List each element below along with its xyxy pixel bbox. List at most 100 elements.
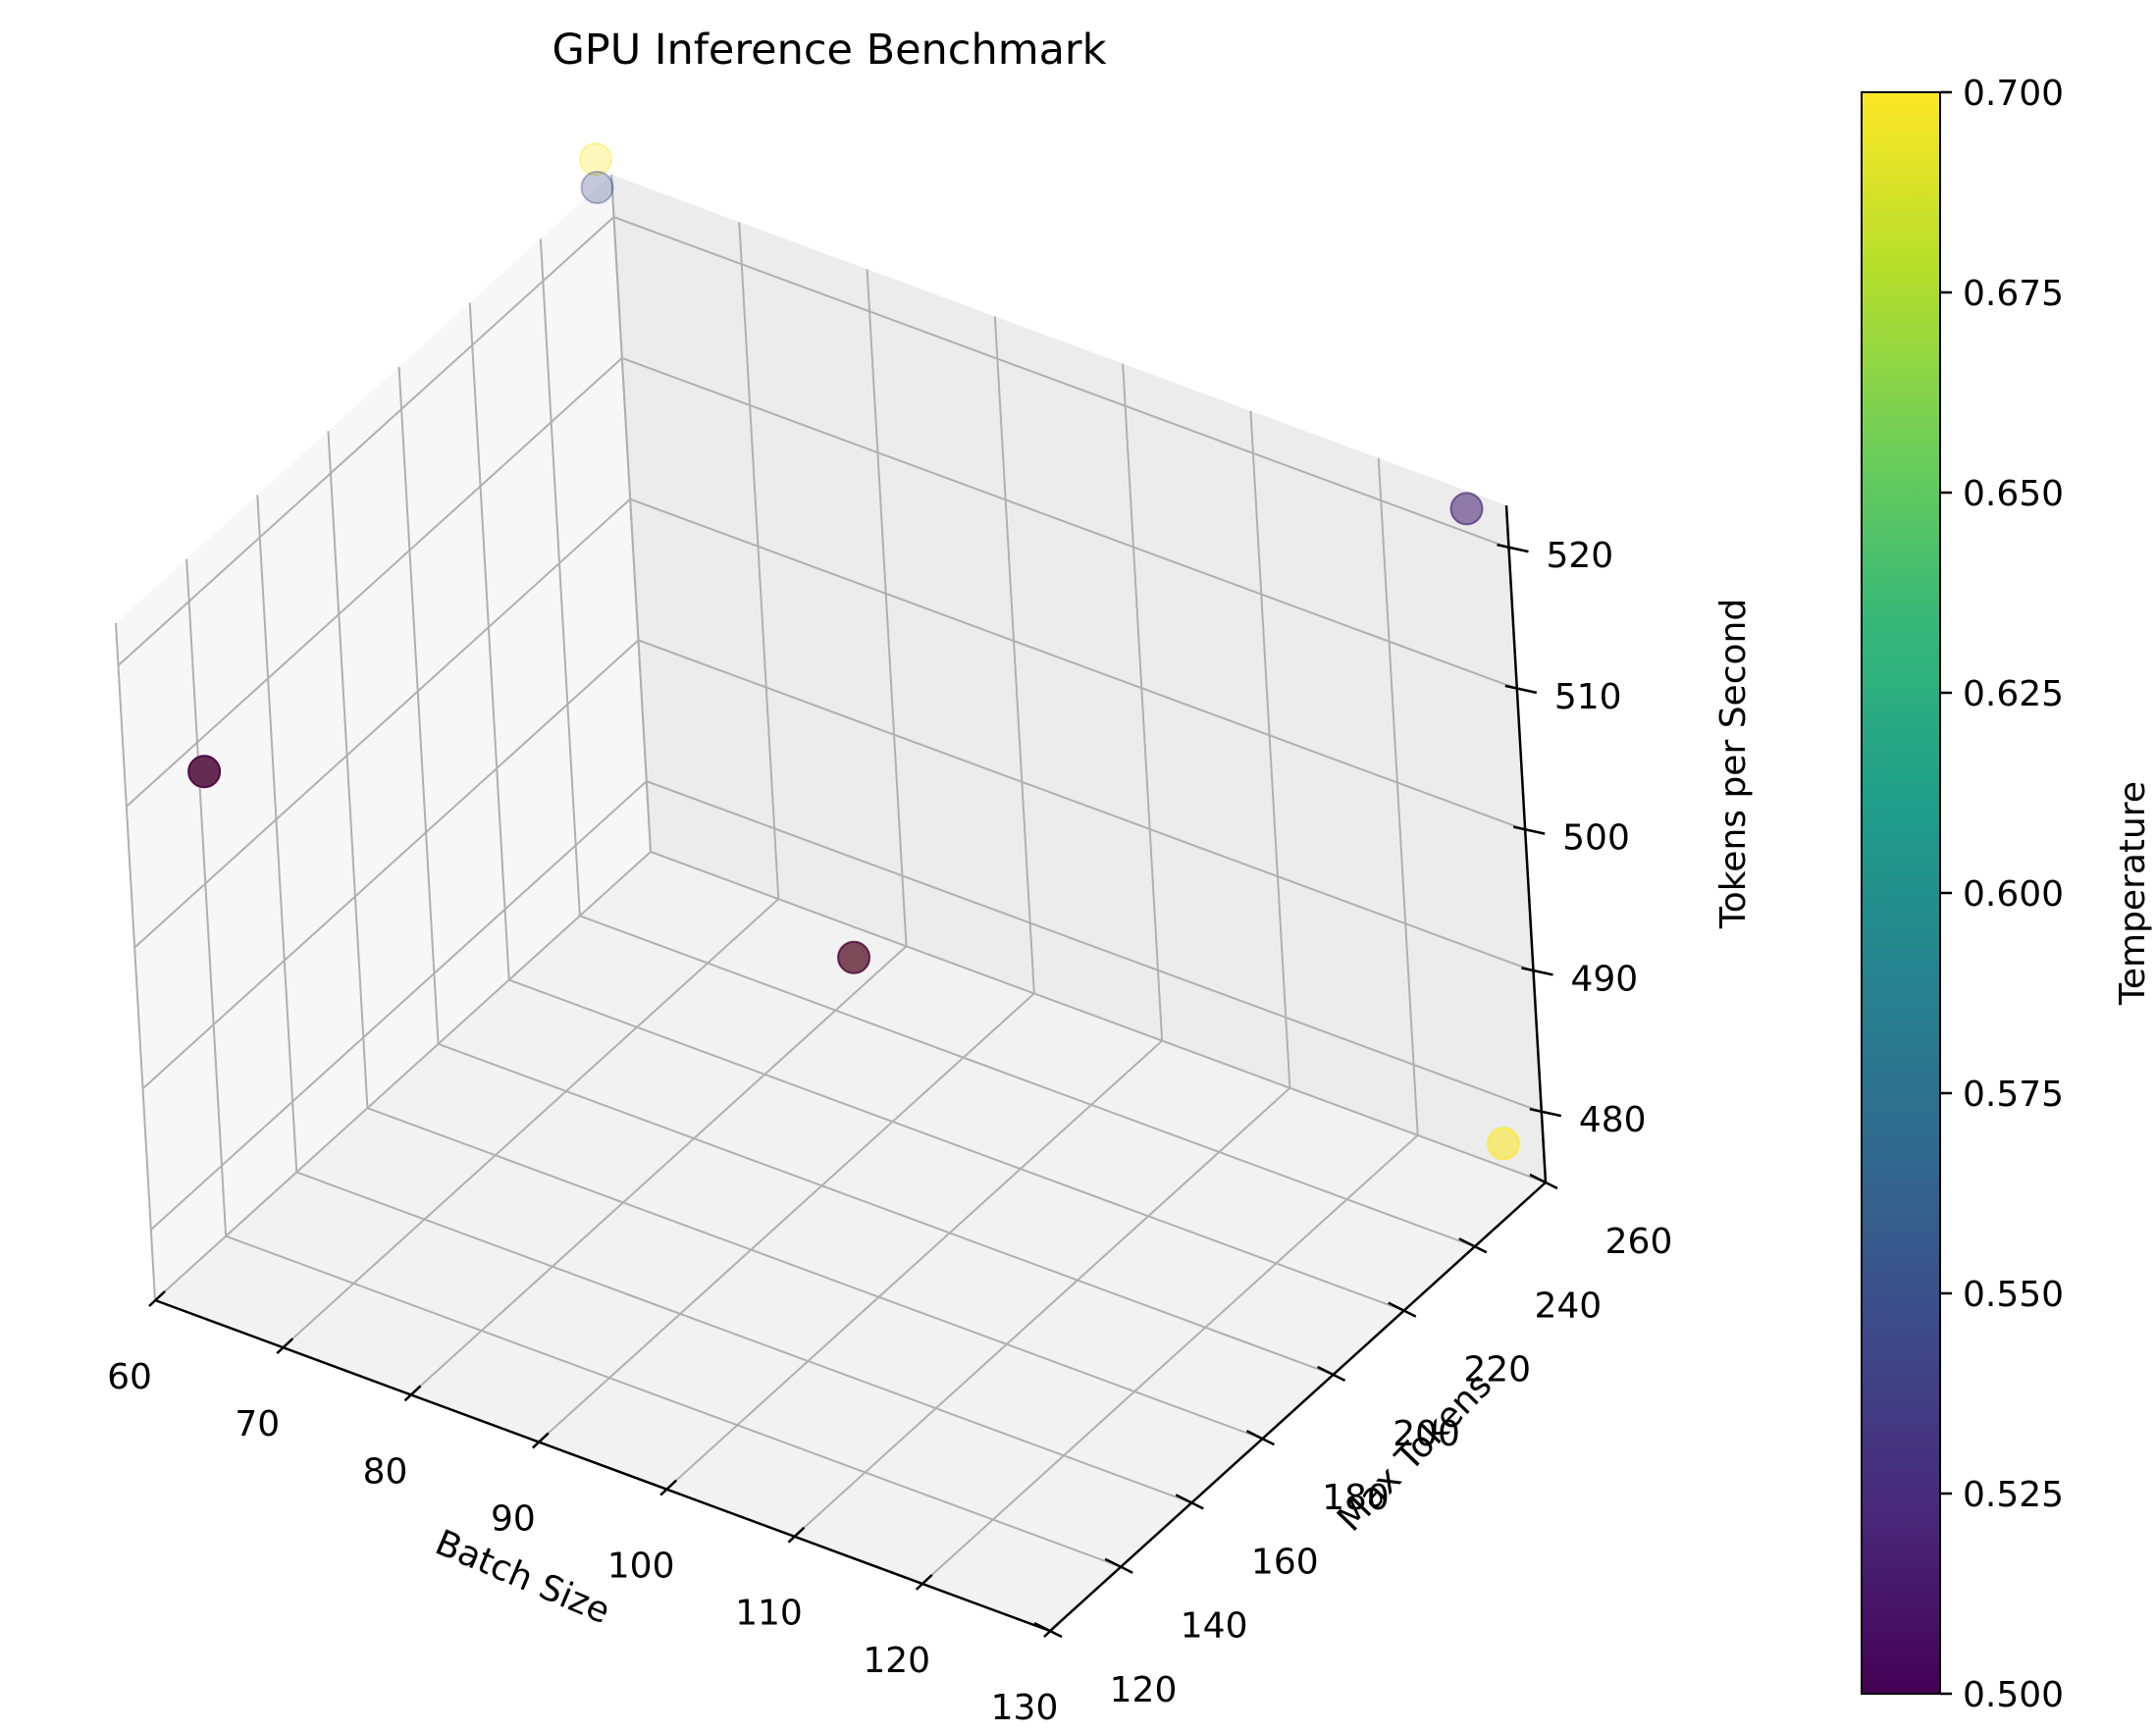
grid-line-y-left — [539, 238, 581, 917]
grid-line-y-left — [610, 174, 652, 853]
x-tick-mark — [659, 1479, 677, 1496]
y-tick-label: 140 — [1181, 1606, 1248, 1647]
grid-line-z-back — [613, 216, 1509, 550]
colorbar-tick-label: 0.575 — [1963, 1075, 2064, 1115]
grid-line-z-back — [621, 356, 1518, 690]
grid-line-y-floor — [650, 851, 1547, 1183]
z-tick-label: 500 — [1562, 818, 1630, 859]
grid-line-y-floor — [438, 1042, 1334, 1376]
grid-line-y-left — [327, 431, 369, 1109]
grid-line-y-left — [185, 558, 228, 1236]
grid-line-z-back — [638, 639, 1534, 972]
x-tick-label: 80 — [363, 1451, 408, 1492]
grid-line-y-left — [468, 302, 510, 980]
x-tick-mark — [532, 1432, 550, 1449]
data-point — [580, 171, 614, 205]
z-tick-mark — [1529, 1107, 1562, 1118]
y-tick-mark — [1458, 1237, 1488, 1254]
y-tick-label: 260 — [1605, 1222, 1673, 1262]
colorbar-gradient — [1861, 91, 1941, 1695]
z-tick-mark — [1497, 543, 1529, 553]
y-tick-mark — [1317, 1365, 1346, 1382]
x-tick-label: 130 — [991, 1688, 1059, 1728]
grid-line-x-floor — [409, 945, 908, 1396]
y-tick-mark — [1104, 1557, 1133, 1574]
grid-line-x-back — [993, 316, 1035, 994]
axis-lines — [154, 504, 1548, 1633]
axis-panes — [116, 175, 1546, 1631]
x-tick-mark — [1043, 1621, 1061, 1638]
y-tick-label: 180 — [1322, 1478, 1390, 1518]
x-tick-label: 120 — [863, 1641, 930, 1681]
y-tick-label: 200 — [1393, 1414, 1460, 1454]
grid-line-x-floor — [665, 1039, 1163, 1491]
z-tick-label: 520 — [1547, 536, 1614, 576]
y-tick-label: 220 — [1463, 1350, 1531, 1391]
z-tick-mark — [1512, 825, 1546, 835]
z-axis-title: Tokens per Second — [1713, 599, 1754, 929]
grid-line-y-left — [115, 622, 156, 1301]
data-point — [1449, 492, 1484, 526]
left-pane — [116, 175, 651, 1300]
grid-line-y-floor — [225, 1234, 1122, 1568]
data-point — [1487, 1127, 1521, 1161]
grid-line-z-back — [646, 780, 1543, 1114]
grid-line-z-left — [133, 498, 631, 949]
colorbar-tick-label: 0.700 — [1963, 74, 2064, 114]
grid-lines — [115, 174, 1547, 1632]
grid-line-z-left — [117, 216, 615, 666]
x-tick-label: 110 — [735, 1594, 803, 1634]
grid-line-y-floor — [367, 1107, 1263, 1441]
data-point — [187, 755, 222, 789]
grid-line-y-left — [397, 366, 440, 1044]
x-tick-mark — [148, 1290, 166, 1307]
y-tick-mark — [1033, 1621, 1063, 1639]
x-tick-label: 70 — [235, 1404, 280, 1444]
grid-line-x-floor — [282, 898, 779, 1348]
colorbar: 0.500 0.525 0.550 0.575 0.600 0.625 0.650 0.675… — [1861, 74, 2153, 1715]
data-point — [837, 940, 871, 974]
grid-line-x-back — [1249, 410, 1291, 1088]
grid-line-x-floor — [154, 851, 652, 1301]
colorbar-tick-label: 0.625 — [1963, 674, 2064, 714]
data-point — [578, 142, 612, 177]
data-points — [187, 142, 1521, 1161]
grid-line-y-floor — [579, 915, 1476, 1248]
x-tick-label: 90 — [491, 1498, 536, 1539]
x-tick-mark — [403, 1385, 422, 1402]
grid-line-y-left — [256, 495, 298, 1173]
grid-line-z-left — [126, 357, 623, 808]
colorbar-tick-label: 0.525 — [1963, 1475, 2064, 1515]
colorbar-tick-label: 0.650 — [1963, 474, 2064, 514]
z-axis-line — [1504, 504, 1548, 1183]
back-pane — [611, 175, 1546, 1182]
grid-line-x-back — [1122, 363, 1164, 1041]
colorbar-tick-label: 0.675 — [1963, 274, 2064, 314]
grid-line-z-left — [141, 639, 640, 1090]
y-axis-title: Max Tokens — [1330, 1365, 1499, 1539]
grid-line-x-floor — [538, 992, 1035, 1443]
y-axis-line — [1049, 1181, 1547, 1632]
y-tick-label: 120 — [1110, 1670, 1178, 1710]
chart-title: GPU Inference Benchmark — [552, 26, 1106, 75]
x-axis-line — [154, 1298, 1051, 1633]
y-tick-mark — [1175, 1494, 1204, 1510]
grid-line-x-back — [866, 269, 908, 947]
z-tick-mark — [1504, 684, 1538, 695]
z-tick-label: 480 — [1579, 1100, 1647, 1140]
x-tick-label: 60 — [107, 1357, 152, 1397]
y-tick-label: 160 — [1251, 1542, 1319, 1582]
y-tick-label: 240 — [1534, 1286, 1602, 1326]
x-tick-label: 100 — [607, 1547, 675, 1587]
grid-line-x-back — [1377, 457, 1419, 1135]
colorbar-tick-label: 0.600 — [1963, 874, 2064, 915]
y-tick-mark — [1388, 1301, 1417, 1318]
grid-line-x-floor — [793, 1086, 1291, 1538]
grid-line-x-floor — [921, 1134, 1419, 1585]
x-tick-mark — [787, 1526, 806, 1544]
y-tick-mark — [1245, 1430, 1275, 1446]
colorbar-tick-label: 0.550 — [1963, 1275, 2064, 1315]
grid-line-z-back — [629, 498, 1526, 831]
z-tick-label: 490 — [1571, 959, 1639, 999]
